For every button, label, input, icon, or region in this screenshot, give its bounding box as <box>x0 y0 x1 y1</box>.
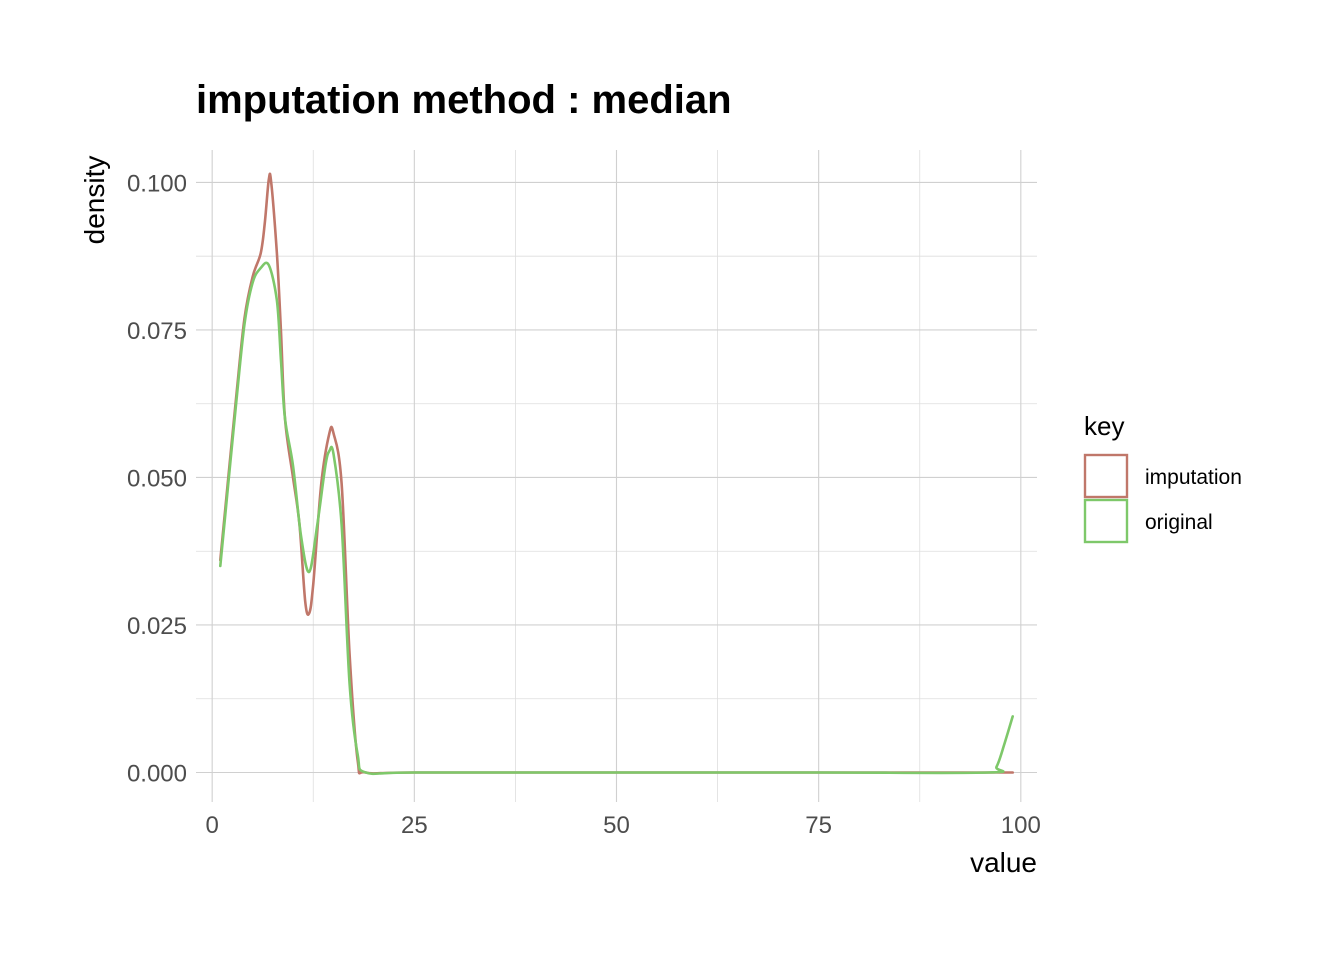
y-axis-title: density <box>79 156 110 245</box>
legend: key imputation original <box>1083 411 1242 544</box>
y-axis-ticks: 0.000 0.025 0.050 0.075 0.100 <box>127 170 187 787</box>
y-tick-label: 0.025 <box>127 613 187 640</box>
x-axis-title: value <box>970 847 1037 878</box>
x-tick-label: 25 <box>401 812 428 839</box>
legend-title: key <box>1084 411 1124 441</box>
legend-label-imputation: imputation <box>1145 466 1242 489</box>
series-line-original <box>219 261 1014 776</box>
x-tick-label: 75 <box>805 812 832 839</box>
x-tick-label: 100 <box>1001 812 1041 839</box>
chart-title: imputation method : median <box>196 78 732 122</box>
x-tick-label: 50 <box>603 812 630 839</box>
y-tick-label: 0.100 <box>127 170 187 197</box>
x-axis-ticks: 0 25 50 75 100 <box>205 812 1040 839</box>
series-layer <box>219 172 1014 776</box>
x-tick-label: 0 <box>205 812 218 839</box>
legend-label-original: original <box>1145 511 1213 534</box>
legend-key-original <box>1083 498 1129 544</box>
y-tick-label: 0.075 <box>127 318 187 345</box>
y-tick-label: 0.000 <box>127 760 187 787</box>
y-tick-label: 0.050 <box>127 465 187 492</box>
legend-key-imputation <box>1083 453 1129 499</box>
